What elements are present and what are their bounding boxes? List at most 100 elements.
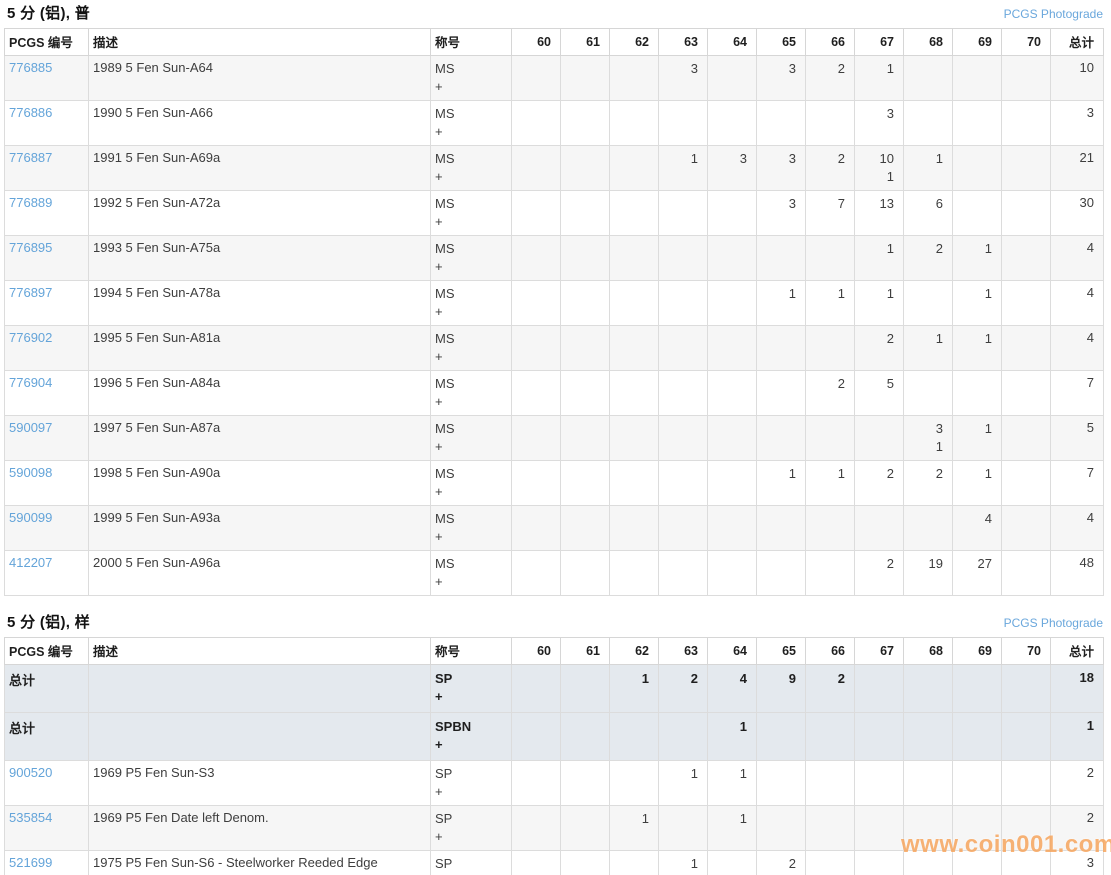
pcgs-number-link[interactable]: 535854 xyxy=(9,810,53,825)
photograde-link[interactable]: PCGS Photograde xyxy=(1003,7,1103,21)
grade-cell-61 xyxy=(560,712,610,761)
grade-cell-68 xyxy=(903,712,953,761)
grade-count: 6 xyxy=(935,196,943,211)
grade-count: 4 xyxy=(739,671,747,686)
grade-cell-62 xyxy=(609,145,659,191)
description-cell: 1998 5 Fen Sun-A90a xyxy=(88,460,431,506)
designation-line: + xyxy=(435,214,443,229)
grade-count: 3 xyxy=(788,196,796,211)
grade-cell-63 xyxy=(658,370,708,416)
grade-cell-70 xyxy=(1001,712,1051,761)
column-header-70: 70 xyxy=(1001,28,1051,56)
grade-count: 10 xyxy=(879,151,894,166)
grade-cell-60 xyxy=(511,805,561,851)
grade-cell-60 xyxy=(511,100,561,146)
pcgs-number-cell: 776902 xyxy=(4,325,89,371)
grade-cell-66 xyxy=(805,805,855,851)
grade-count: 2 xyxy=(690,671,698,686)
grade-cell-62 xyxy=(609,550,659,596)
pcgs-number-link[interactable]: 776904 xyxy=(9,375,53,390)
grade-cell-66 xyxy=(805,850,855,875)
grade-cell-65: 1 xyxy=(756,280,806,326)
pcgs-number-link[interactable]: 590097 xyxy=(9,420,53,435)
grade-cell-63: 3 xyxy=(658,55,708,101)
grade-cell-68 xyxy=(903,664,953,713)
grade-cell-60 xyxy=(511,850,561,875)
pcgs-number-link[interactable]: 776902 xyxy=(9,330,53,345)
grade-cell-61 xyxy=(560,550,610,596)
designation-cell: MS + xyxy=(430,100,512,146)
grade-cell-61 xyxy=(560,280,610,326)
pcgs-number-cell: 590099 xyxy=(4,505,89,551)
grade-cell-70 xyxy=(1001,805,1051,851)
grade-cell-69 xyxy=(952,850,1002,875)
grade-cell-67 xyxy=(854,415,904,461)
grade-cell-66 xyxy=(805,100,855,146)
pcgs-number-cell: 总计 xyxy=(4,664,89,713)
grade-count: 1 xyxy=(886,241,894,256)
grade-cell-65 xyxy=(756,370,806,416)
grade-cell-63 xyxy=(658,550,708,596)
pcgs-number-link[interactable]: 900520 xyxy=(9,765,53,780)
grade-cell-65: 9 xyxy=(756,664,806,713)
grade-cell-62 xyxy=(609,370,659,416)
pcgs-number-cell: 776885 xyxy=(4,55,89,101)
column-header-designation: 称号 xyxy=(430,28,512,56)
grade-cell-68: 1 xyxy=(903,145,953,191)
pcgs-number-link[interactable]: 776897 xyxy=(9,285,53,300)
designation-line: + xyxy=(435,349,443,364)
grade-cell-61 xyxy=(560,460,610,506)
designation-cell: MS + xyxy=(430,235,512,281)
grade-cell-62 xyxy=(609,850,659,875)
grade-cell-68: 19 xyxy=(903,550,953,596)
grade-count: 2 xyxy=(886,331,894,346)
designation-line: + xyxy=(435,259,443,274)
column-header-65: 65 xyxy=(756,28,806,56)
description-cell xyxy=(88,664,431,713)
pcgs-number-link[interactable]: 521699 xyxy=(9,855,53,870)
grade-count: 7 xyxy=(837,196,845,211)
description-cell: 1997 5 Fen Sun-A87a xyxy=(88,415,431,461)
pcgs-number-link[interactable]: 776895 xyxy=(9,240,53,255)
column-header-69: 69 xyxy=(952,28,1002,56)
designation-line: + xyxy=(435,484,443,499)
grade-cell-61 xyxy=(560,760,610,806)
table-header-row: PCGS 编号 描述 称号 60 61 62 63 64 65 66 67 68 69 70 总计 xyxy=(4,637,1104,665)
pcgs-number-link[interactable]: 776885 xyxy=(9,60,53,75)
photograde-link[interactable]: PCGS Photograde xyxy=(1003,616,1103,630)
grade-cell-70 xyxy=(1001,235,1051,281)
pcgs-number-link[interactable]: 590098 xyxy=(9,465,53,480)
grade-cell-69 xyxy=(952,190,1002,236)
total-cell: 3 xyxy=(1050,100,1104,146)
pcgs-number-link[interactable]: 590099 xyxy=(9,510,53,525)
designation-cell: MS + xyxy=(430,325,512,371)
grade-cell-60 xyxy=(511,145,561,191)
designation-cell: MS + xyxy=(430,55,512,101)
grade-cell-67 xyxy=(854,505,904,551)
grade-cell-64 xyxy=(707,460,757,506)
grade-cell-69: 1 xyxy=(952,235,1002,281)
designation-cell: MS + xyxy=(430,190,512,236)
pcgs-number-link[interactable]: 776887 xyxy=(9,150,53,165)
column-header-69: 69 xyxy=(952,637,1002,665)
grade-cell-60 xyxy=(511,505,561,551)
grade-cell-65 xyxy=(756,505,806,551)
grade-cell-70 xyxy=(1001,55,1051,101)
designation-line: SP xyxy=(435,811,453,826)
population-table-section: 5 分 (铝), 普 PCGS Photograde PCGS 编号 描述 称号 60 61… xyxy=(4,0,1104,596)
column-header-70: 70 xyxy=(1001,637,1051,665)
grade-count: 2 xyxy=(837,671,845,686)
pcgs-number-link[interactable]: 776886 xyxy=(9,105,53,120)
pcgs-number-link[interactable]: 776889 xyxy=(9,195,53,210)
grade-count: 1 xyxy=(788,466,796,481)
table-row: 412207 2000 5 Fen Sun-A96a MS +2 19 27 48 xyxy=(4,550,1104,596)
grade-cell-69: 1 xyxy=(952,280,1002,326)
grade-cell-61 xyxy=(560,325,610,371)
pcgs-number-link[interactable]: 412207 xyxy=(9,555,53,570)
grade-count: 1 xyxy=(886,169,894,184)
grade-cell-66 xyxy=(805,550,855,596)
grade-cell-68: 2 xyxy=(903,235,953,281)
grade-cell-67: 5 xyxy=(854,370,904,416)
column-header-67: 67 xyxy=(854,637,904,665)
grade-count: 1 xyxy=(690,856,698,871)
